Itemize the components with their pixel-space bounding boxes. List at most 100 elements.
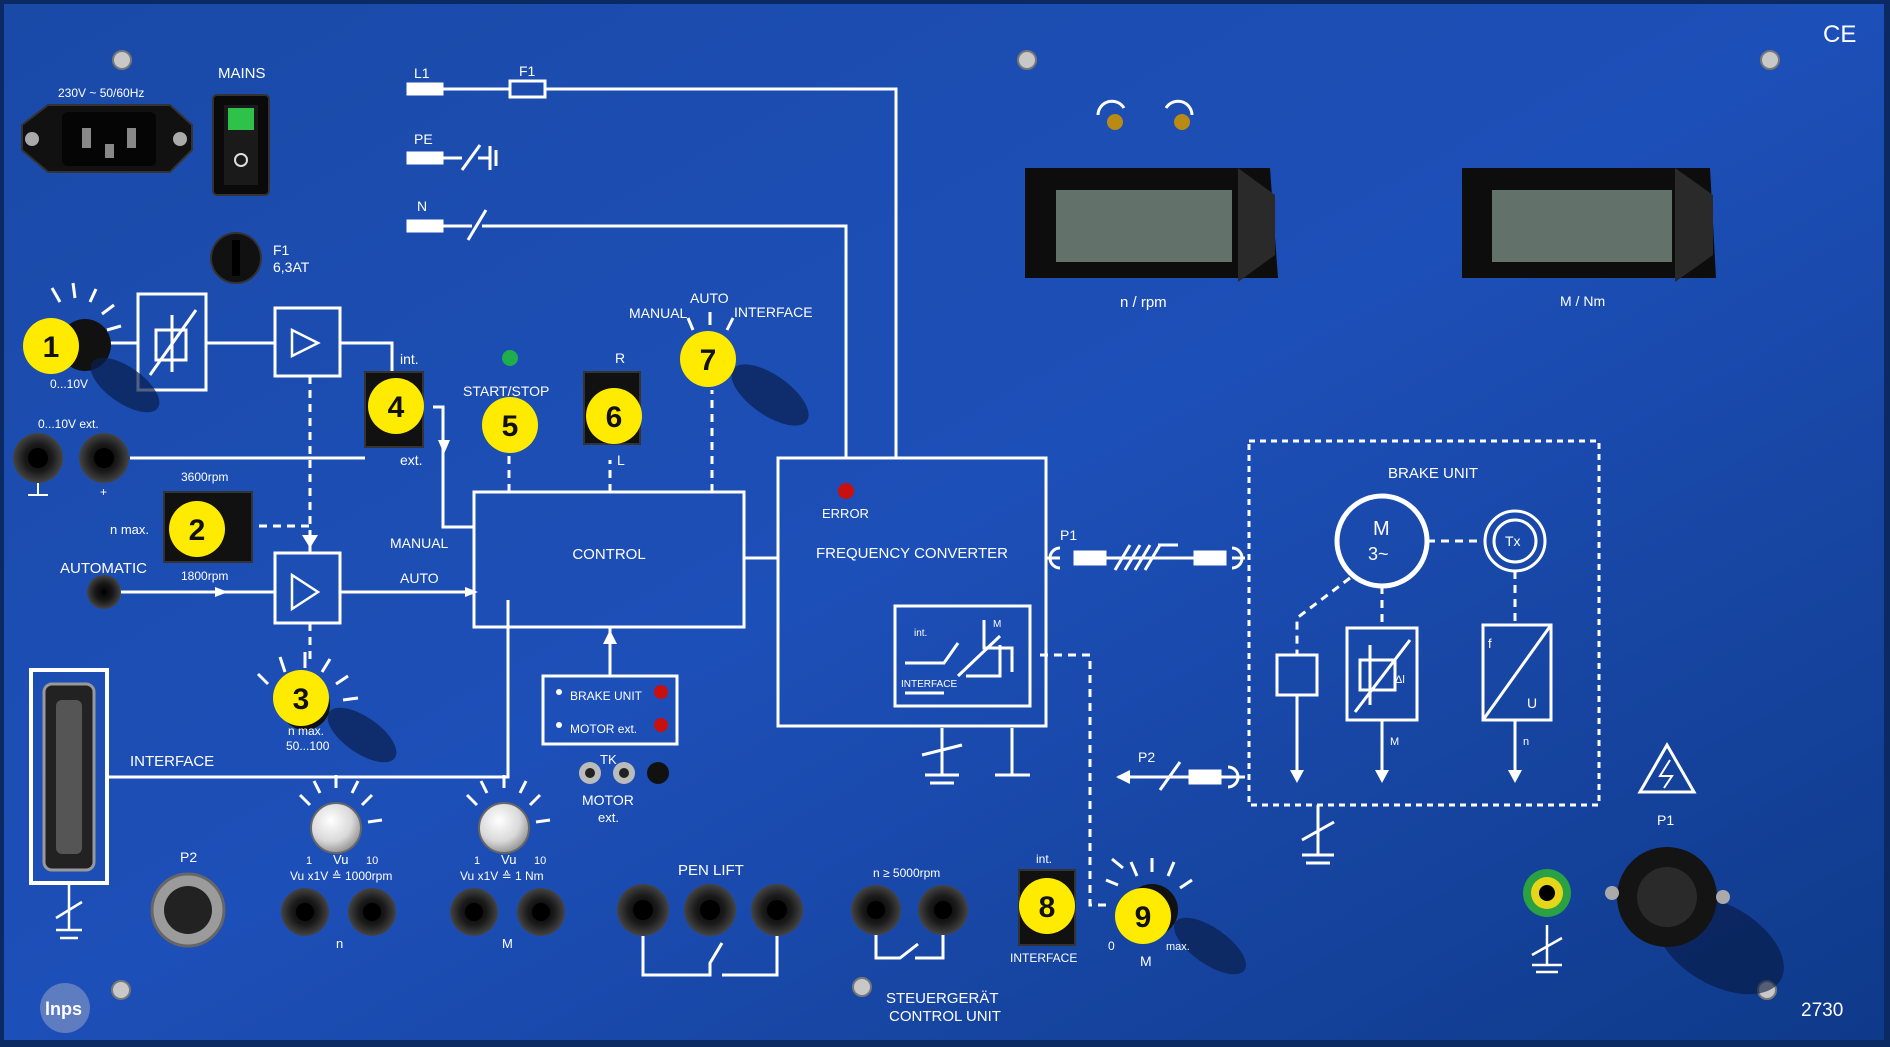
svg-text:3: 3 bbox=[293, 683, 310, 716]
arrow-marks bbox=[215, 440, 478, 597]
control-unit-label: CONTROL UNIT bbox=[889, 1008, 1001, 1025]
motor-phase-label: 3~ bbox=[1368, 544, 1389, 564]
selector-auto-label: AUTO bbox=[690, 290, 729, 306]
panel-plate bbox=[4, 4, 1884, 1040]
mains-inlet-socket[interactable] bbox=[21, 104, 193, 173]
pen-lift-socket-1[interactable] bbox=[617, 884, 669, 936]
k9-max-label: max. bbox=[1166, 941, 1190, 953]
n5000-socket-1[interactable] bbox=[851, 885, 901, 935]
mains-power-switch[interactable] bbox=[212, 94, 270, 196]
marker-7: 7 bbox=[680, 331, 736, 387]
steuergeraet-label: STEUERGERÄT bbox=[886, 990, 999, 1007]
svg-text:7: 7 bbox=[700, 344, 717, 377]
tk-ground-socket[interactable] bbox=[647, 762, 669, 784]
tk-socket-1[interactable] bbox=[579, 762, 601, 784]
marker-9: 9 bbox=[1115, 888, 1171, 944]
mains-rating-label: 230V ~ 50/60Hz bbox=[58, 86, 144, 100]
l1-label: L1 bbox=[414, 65, 430, 81]
converter-m-label: M bbox=[993, 619, 1001, 630]
marker-8: 8 bbox=[1019, 878, 1075, 934]
vu2-scale-label: Vu x1V ≙ 1 Nm bbox=[460, 869, 544, 883]
switch8-int-label: int. bbox=[1036, 852, 1052, 866]
interface-dsub-connector[interactable] bbox=[29, 668, 109, 885]
manual-input-label: MANUAL bbox=[390, 535, 449, 551]
pen-lift-socket-2[interactable] bbox=[684, 884, 736, 936]
n-label: N bbox=[417, 198, 427, 214]
start-stop-label: START/STOP bbox=[463, 383, 549, 399]
earth-socket[interactable] bbox=[1523, 869, 1571, 917]
n5000-label: n ≥ 5000rpm bbox=[873, 866, 940, 880]
k9-m-label: M bbox=[1140, 953, 1152, 969]
vu-n-plus-socket[interactable] bbox=[348, 888, 396, 936]
pot-range-label: 0...10V bbox=[50, 377, 88, 391]
f1-line-label: F1 bbox=[519, 63, 536, 79]
ext-voltage-label: 0...10V ext. bbox=[38, 417, 99, 431]
control-wiring bbox=[472, 390, 778, 746]
torque-display-label: M / Nm bbox=[1560, 293, 1605, 309]
speed-display-label: n / rpm bbox=[1120, 294, 1167, 311]
marker-3: 3 bbox=[273, 670, 329, 726]
svg-text:5: 5 bbox=[502, 410, 519, 443]
p1-connector-label: P1 bbox=[1657, 812, 1674, 828]
n5000-socket-2[interactable] bbox=[918, 885, 968, 935]
interface-label: INTERFACE bbox=[130, 753, 214, 770]
n-max-label: n max. bbox=[110, 522, 149, 537]
marker-4: 4 bbox=[368, 378, 424, 434]
int-label: int. bbox=[400, 351, 419, 367]
theta-icon bbox=[556, 722, 562, 728]
tk-socket-2[interactable] bbox=[613, 762, 635, 784]
pen-lift-socket-3[interactable] bbox=[751, 884, 803, 936]
vu-n-gain-knob[interactable] bbox=[298, 775, 383, 854]
automatic-socket[interactable] bbox=[87, 575, 121, 609]
converter-int-label: int. bbox=[914, 628, 927, 639]
fuse-label: F1 bbox=[273, 242, 290, 258]
p1-connector[interactable] bbox=[1605, 847, 1801, 1015]
interface-wiring bbox=[1040, 653, 1110, 907]
ground-icon bbox=[28, 483, 48, 496]
vu-n-minus-socket[interactable] bbox=[281, 888, 329, 936]
ext-voltage-minus-socket[interactable] bbox=[13, 433, 63, 483]
svg-text:6: 6 bbox=[606, 401, 623, 434]
svg-text:9: 9 bbox=[1135, 901, 1152, 934]
error-label: ERROR bbox=[822, 506, 869, 521]
auto-input-label: AUTO bbox=[400, 570, 439, 586]
svg-text:1: 1 bbox=[43, 331, 60, 364]
vu-m-gain-knob[interactable] bbox=[465, 775, 551, 854]
converter-wiring bbox=[776, 456, 1048, 785]
plus-label: + bbox=[100, 485, 107, 499]
vu-m-plus-socket[interactable] bbox=[517, 888, 565, 936]
pen-lift-contact-icon bbox=[641, 936, 779, 977]
vu1-min-label: 1 bbox=[306, 855, 312, 867]
nmax-range-label-1: n max. bbox=[288, 724, 324, 738]
mains-label: MAINS bbox=[218, 65, 266, 82]
tk-label: TK bbox=[600, 752, 617, 767]
ext-voltage-plus-socket[interactable] bbox=[79, 433, 129, 483]
brake-unit-led-label: BRAKE UNIT bbox=[570, 689, 643, 703]
rotation-indicator-right bbox=[1164, 99, 1194, 130]
f-label: f bbox=[1488, 636, 1492, 651]
vu-m-minus-socket[interactable] bbox=[450, 888, 498, 936]
switch8-interface-label: INTERFACE bbox=[1010, 951, 1077, 965]
ground-icon bbox=[55, 883, 83, 940]
p2-connector[interactable] bbox=[150, 872, 226, 948]
vu1-scale-label: Vu x1V ≙ 1000rpm bbox=[290, 869, 392, 883]
fuse-holder[interactable] bbox=[210, 232, 262, 284]
converter-interface-label: INTERFACE bbox=[901, 679, 957, 690]
arrow-down-icon bbox=[1290, 770, 1522, 783]
brake-m-label: M bbox=[1390, 736, 1399, 748]
motor-ext-sub-label: ext. bbox=[598, 810, 619, 825]
k9-zero-label: 0 bbox=[1108, 939, 1115, 953]
vu2-label: Vu bbox=[501, 852, 516, 867]
selector-interface-label: INTERFACE bbox=[734, 304, 813, 320]
ce-mark: CE bbox=[1823, 21, 1856, 48]
lnps-logo: lnps bbox=[40, 983, 90, 1033]
fuse-rating-label: 6,3AT bbox=[273, 259, 310, 275]
brake-unit-diagram bbox=[1247, 439, 1601, 865]
vu2-max-label: 10 bbox=[534, 855, 546, 867]
l-label: L bbox=[617, 452, 625, 468]
rotation-indicator-left bbox=[1096, 99, 1126, 130]
r-label: R bbox=[615, 350, 625, 366]
theta-icon bbox=[556, 689, 562, 695]
vu1-label: Vu bbox=[333, 852, 348, 867]
